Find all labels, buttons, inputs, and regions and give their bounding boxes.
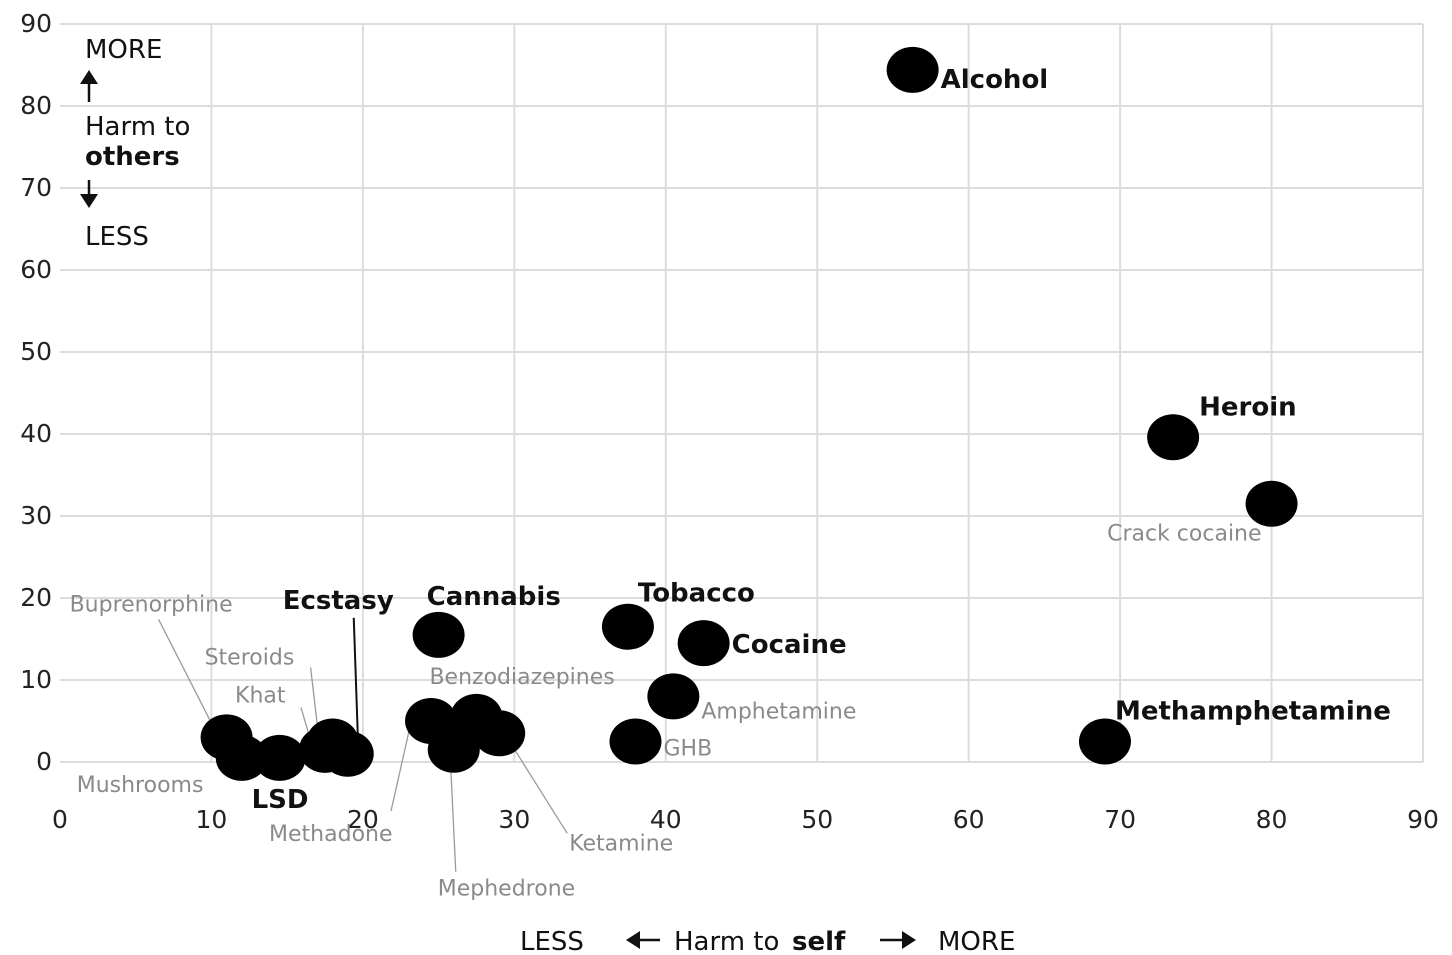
point-cannabis — [412, 611, 465, 658]
y-tick-label: 20 — [20, 583, 52, 612]
x-tick-label: 50 — [801, 805, 833, 834]
x-note-text: Harm to — [674, 927, 779, 955]
x-axis-note: LESS Harm to self MORE — [520, 927, 1015, 955]
point-heroin — [1147, 414, 1200, 461]
label-buprenorphine: Buprenorphine — [70, 592, 233, 617]
label-heroin: Heroin — [1199, 392, 1297, 422]
label-leaders — [158, 617, 568, 872]
point-ghb — [609, 718, 662, 765]
x-tick-label: 40 — [650, 805, 682, 834]
label-mephedrone: Mephedrone — [438, 877, 575, 902]
point-ecstasy — [321, 730, 374, 777]
x-tick-label: 0 — [52, 805, 68, 834]
point-tobacco — [601, 603, 654, 650]
up-arrowhead-icon — [80, 70, 98, 84]
x-tick-label: 60 — [953, 805, 985, 834]
label-lsd: LSD — [252, 785, 309, 815]
leader-methadone — [390, 730, 410, 812]
y-tick-label: 50 — [20, 337, 52, 366]
leader-buprenorphine — [158, 619, 212, 722]
label-amphetamine: Amphetamine — [701, 699, 856, 724]
x-tick-label: 30 — [498, 805, 530, 834]
label-alcohol: Alcohol — [941, 65, 1049, 95]
x-tick-label: 70 — [1104, 805, 1136, 834]
leader-ecstasy — [352, 617, 359, 734]
label-khat: Khat — [235, 684, 286, 709]
point-alcohol — [886, 46, 939, 93]
left-arrowhead-icon — [626, 931, 640, 949]
label-methadone: Methadone — [269, 822, 392, 847]
label-crack-cocaine: Crack cocaine — [1107, 522, 1261, 547]
y-axis-note: MORE Harm to others LESS — [80, 35, 190, 252]
y-note-less: LESS — [85, 222, 149, 252]
right-arrowhead-icon — [902, 931, 916, 949]
data-points — [200, 46, 1298, 781]
label-cocaine: Cocaine — [732, 630, 847, 660]
label-tobacco: Tobacco — [638, 579, 755, 609]
y-tick-label: 90 — [20, 9, 52, 38]
label-ketamine: Ketamine — [569, 831, 673, 856]
label-mushrooms: Mushrooms — [77, 773, 204, 798]
axis-ticks: 0 10 20 30 40 50 60 70 80 90 0 10 20 30 40 50 60 70 80 90 — [20, 9, 1439, 834]
leader-mephedrone — [450, 767, 457, 872]
y-note-text: Harm to — [85, 112, 190, 142]
y-tick-label: 60 — [20, 255, 52, 284]
label-benzodiazepines: Benzodiazepines — [429, 665, 614, 690]
point-crack-cocaine — [1245, 480, 1298, 527]
label-ghb: GHB — [663, 737, 712, 762]
point-methamphetamine — [1078, 718, 1131, 765]
point-labels: Alcohol Heroin Crack cocaine Methamphetamin… — [70, 65, 1391, 902]
x-note-bold: self — [792, 927, 846, 955]
point-mephedrone — [427, 726, 480, 773]
label-ecstasy: Ecstasy — [283, 586, 394, 616]
point-ketamine — [473, 710, 526, 757]
x-note-more: MORE — [938, 927, 1015, 955]
y-note-bold: others — [85, 142, 180, 172]
x-note-less: LESS — [520, 927, 584, 955]
label-methamphetamine: Methamphetamine — [1115, 697, 1391, 727]
y-tick-label: 70 — [20, 173, 52, 202]
x-tick-label: 90 — [1407, 805, 1439, 834]
point-amphetamine — [647, 673, 700, 720]
down-arrowhead-icon — [80, 194, 98, 208]
label-cannabis: Cannabis — [427, 582, 561, 612]
y-tick-label: 10 — [20, 665, 52, 694]
x-tick-label: 10 — [196, 805, 228, 834]
y-tick-label: 40 — [20, 419, 52, 448]
y-tick-label: 80 — [20, 91, 52, 120]
point-lsd — [253, 734, 306, 781]
leader-ketamine — [512, 746, 568, 834]
point-cocaine — [677, 620, 730, 667]
point-mushrooms — [215, 734, 268, 781]
leader-steroids — [309, 667, 319, 728]
y-tick-label: 0 — [36, 747, 52, 776]
x-tick-label: 80 — [1256, 805, 1288, 834]
x-tick-label: 20 — [347, 805, 379, 834]
y-tick-label: 30 — [20, 501, 52, 530]
y-note-more: MORE — [85, 35, 162, 65]
label-steroids: Steroids — [205, 646, 295, 671]
